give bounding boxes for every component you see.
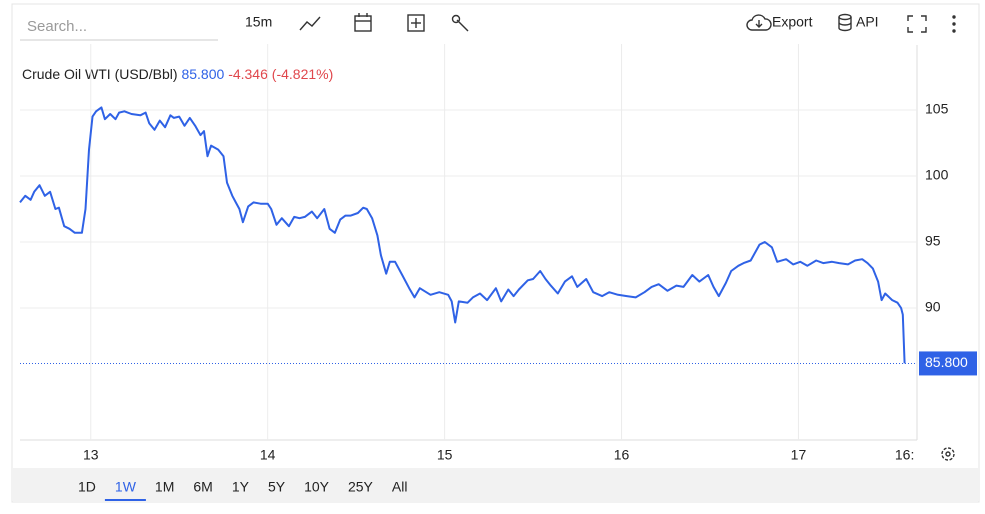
export-button[interactable]: Export	[746, 14, 813, 31]
range-button[interactable]: All	[392, 479, 408, 495]
tools-icon[interactable]	[451, 14, 469, 32]
change-pct: (-4.821%)	[272, 66, 333, 82]
more-icon[interactable]	[952, 15, 956, 33]
range-button[interactable]: 1Y	[232, 479, 250, 495]
x-tick-label: 16	[614, 447, 630, 463]
compare-icon[interactable]	[407, 14, 425, 32]
range-button[interactable]: 1W	[115, 479, 137, 495]
range-button[interactable]: 25Y	[348, 479, 374, 495]
chart-type-icon[interactable]	[299, 16, 321, 31]
x-tick-label: 14	[260, 447, 276, 463]
change: -4.346	[228, 66, 268, 82]
x-tick-label: 16:	[895, 447, 914, 463]
settings-icon[interactable]	[941, 447, 955, 461]
range-button[interactable]: 10Y	[304, 479, 330, 495]
range-button[interactable]: 5Y	[268, 479, 286, 495]
fullscreen-icon[interactable]	[907, 15, 927, 33]
chart-title: Crude Oil WTI (USD/Bbl)	[22, 66, 178, 82]
y-tick-label: 90	[925, 299, 941, 315]
x-tick-label: 15	[437, 447, 453, 463]
api-button[interactable]: API	[838, 14, 879, 32]
svg-text:API: API	[856, 14, 879, 30]
price: 85.800	[181, 66, 224, 82]
range-bar	[13, 468, 978, 501]
price-line	[19, 106, 906, 364]
range-button[interactable]: 6M	[193, 479, 212, 495]
x-tick-label: 13	[83, 447, 99, 463]
svg-text:Export: Export	[772, 14, 813, 30]
interval-button[interactable]: 15m	[245, 14, 272, 30]
x-tick-label: 17	[791, 447, 807, 463]
search-input[interactable]: Search...	[27, 18, 87, 35]
y-tick-label: 100	[925, 167, 949, 183]
last-price-badge	[919, 351, 977, 376]
calendar-icon[interactable]	[354, 13, 372, 32]
range-button[interactable]: 1M	[155, 479, 174, 495]
chart-title: Crude Oil WTI (USD/Bbl) 85.800 -4.346 (-…	[22, 66, 333, 82]
last-price-label: 85.800	[925, 354, 968, 370]
y-tick-label: 105	[925, 101, 949, 117]
range-button[interactable]: 1D	[78, 479, 96, 495]
frame	[11, 3, 980, 503]
y-tick-label: 95	[925, 233, 941, 249]
